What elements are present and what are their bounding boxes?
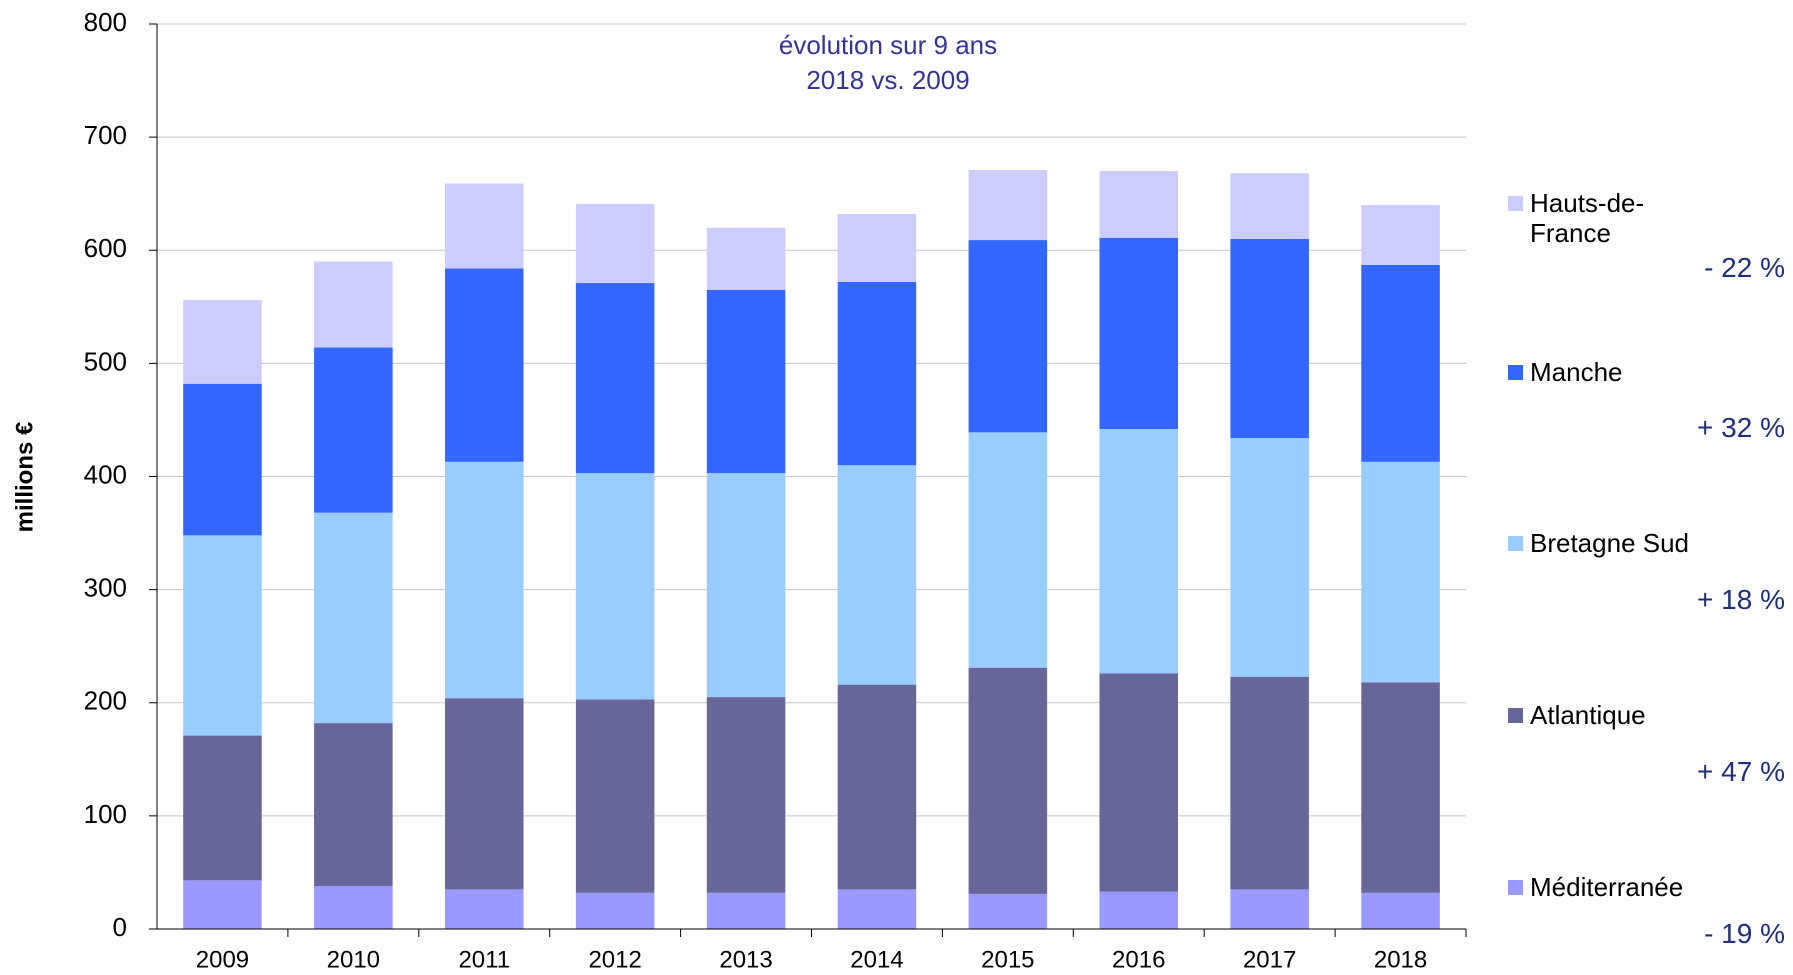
bar-segment: [968, 432, 1048, 668]
legend-label: Bretagne Sud: [1530, 528, 1690, 558]
legend-item: Hauts-de-France: [1508, 188, 1715, 248]
bar-segment: [837, 465, 917, 685]
bar-segment: [706, 227, 786, 290]
bar-segment: [183, 880, 262, 929]
x-tick-label: 2011: [458, 946, 510, 973]
bar-segment: [444, 698, 524, 890]
x-tick-label: 2018: [1374, 946, 1427, 973]
bar-segment: [1230, 676, 1309, 890]
legend-item: Bretagne Sud: [1508, 528, 1715, 558]
bar-segment: [444, 183, 524, 269]
bar-segment: [575, 283, 655, 474]
bar-segment: [314, 723, 393, 887]
bar-segment: [575, 473, 655, 700]
bar-segment: [1099, 673, 1179, 892]
bar-segment: [968, 667, 1048, 894]
bar-segment: [706, 289, 786, 474]
bar-segment: [314, 347, 393, 513]
bar-segment: [1361, 892, 1440, 929]
bar-segment: [1099, 891, 1179, 929]
bar-segment: [183, 535, 262, 736]
legend-label: Atlantique: [1530, 700, 1646, 730]
x-tick-label: 2010: [327, 946, 380, 973]
bar-segment: [706, 697, 786, 893]
bar-segment: [314, 512, 393, 724]
bar-segment: [1099, 428, 1179, 674]
bar-segment: [444, 461, 524, 699]
bar-segment: [314, 261, 393, 348]
bar-segment: [837, 684, 917, 890]
change-label: + 47 %: [1697, 756, 1785, 787]
bar-segment: [444, 268, 524, 462]
x-tick-label: 2014: [850, 946, 903, 973]
bar-segment: [575, 203, 655, 284]
y-tick-label: 200: [84, 686, 127, 716]
y-tick-label: 700: [84, 120, 127, 150]
annotation: évolution sur 9 ans: [779, 30, 997, 60]
y-tick-label: 500: [84, 346, 127, 376]
bar-segment: [706, 473, 786, 698]
x-tick-label: 2017: [1243, 946, 1296, 973]
change-label: - 22 %: [1704, 252, 1785, 283]
bar-segment: [575, 699, 655, 893]
legend-item: Méditerranée: [1508, 872, 1715, 902]
bar-segment: [1230, 438, 1309, 677]
bar-segment: [706, 892, 786, 929]
x-tick-label: 2016: [1112, 946, 1165, 973]
bar-segment: [837, 214, 917, 282]
legend-label: Hauts-de-France: [1530, 188, 1645, 248]
bar-segment: [1361, 461, 1440, 683]
y-tick-label: 300: [84, 573, 127, 603]
x-tick-label: 2012: [588, 946, 641, 973]
x-tick-label: 2013: [719, 946, 772, 973]
change-label: + 32 %: [1697, 412, 1785, 443]
y-tick-label: 0: [113, 912, 127, 942]
bar-segment: [1361, 682, 1440, 893]
bar-segment: [183, 300, 262, 384]
bar-segment: [314, 886, 393, 929]
x-tick-label: 2009: [196, 946, 249, 973]
bar-segment: [1099, 171, 1179, 238]
bar-segment: [968, 893, 1048, 929]
legend-swatch: [1508, 880, 1523, 895]
y-tick-label: 400: [84, 459, 127, 489]
legend-label: Méditerranée: [1530, 872, 1684, 902]
bar-segment: [968, 240, 1048, 433]
y-tick-label: 800: [84, 7, 127, 37]
bar-segment: [1099, 237, 1179, 429]
legend-swatch: [1508, 196, 1523, 211]
bar-segment: [1361, 264, 1440, 462]
bar-segment: [183, 383, 262, 536]
bar-segment: [444, 889, 524, 929]
x-tick-label: 2015: [981, 946, 1034, 973]
change-label: - 19 %: [1704, 918, 1785, 949]
bar-segment: [575, 892, 655, 929]
y-tick-label: 100: [84, 799, 127, 829]
bar-segment: [1230, 173, 1309, 239]
legend-item: Manche: [1508, 357, 1715, 387]
y-tick-label: 600: [84, 233, 127, 263]
change-label: + 18 %: [1697, 584, 1785, 615]
bar-segment: [1230, 889, 1309, 929]
bar-segment: [183, 735, 262, 881]
bar-segment: [1230, 238, 1309, 439]
bar-segment: [968, 169, 1048, 241]
y-axis-label: millions €: [11, 422, 38, 533]
legend-swatch: [1508, 536, 1523, 551]
legend-swatch: [1508, 708, 1523, 723]
legend-swatch: [1508, 365, 1523, 380]
legend-item: Atlantique: [1508, 700, 1715, 730]
annotation: 2018 vs. 2009: [806, 65, 969, 95]
bar-segment: [837, 281, 917, 466]
bar-segment: [1361, 205, 1440, 265]
bar-segment: [837, 889, 917, 929]
legend-label: Manche: [1530, 357, 1623, 387]
